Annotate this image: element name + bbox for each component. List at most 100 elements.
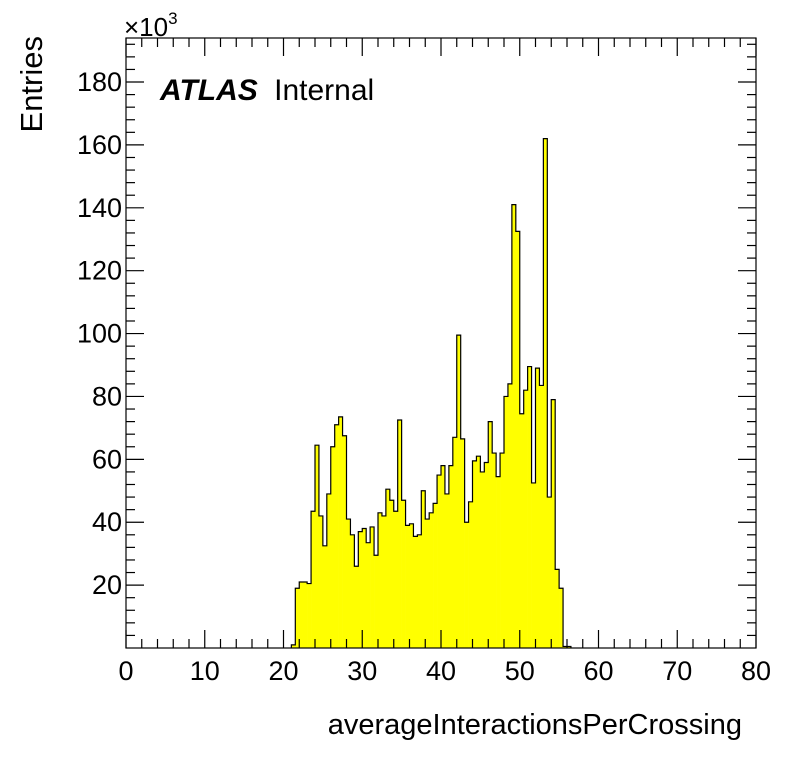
histogram-bar bbox=[531, 482, 536, 648]
histogram-bar bbox=[378, 512, 383, 648]
histogram-bar bbox=[417, 534, 422, 648]
atlas-label: ATLAS Internal bbox=[159, 74, 374, 107]
histogram-bar bbox=[527, 366, 532, 648]
histogram-bar bbox=[519, 413, 524, 648]
histogram-bar bbox=[366, 542, 371, 648]
y-axis-label: Entries bbox=[14, 36, 49, 132]
histogram-bar bbox=[468, 501, 473, 648]
histogram-bar bbox=[460, 438, 465, 648]
y-tick-label: 20 bbox=[92, 570, 122, 600]
x-tick-label: 20 bbox=[268, 656, 298, 686]
y-tick-label: 40 bbox=[92, 507, 122, 537]
atlas-label-bold: ATLAS bbox=[159, 74, 258, 107]
y-tick-label: 100 bbox=[77, 319, 122, 349]
y-tick-label: 180 bbox=[77, 67, 122, 97]
histogram-bar bbox=[315, 445, 320, 648]
histogram-bar bbox=[307, 583, 312, 648]
histogram-bar bbox=[515, 231, 521, 648]
histogram-bar bbox=[507, 383, 513, 648]
histogram-outline bbox=[290, 138, 572, 648]
histogram-bar bbox=[334, 424, 339, 648]
histogram-bar bbox=[358, 531, 363, 648]
histogram-bar bbox=[326, 493, 332, 648]
histogram-bar bbox=[295, 588, 300, 648]
x-tick-label: 10 bbox=[190, 656, 220, 686]
x-tick-label: 30 bbox=[347, 656, 377, 686]
histogram-bar bbox=[539, 385, 544, 648]
histogram-bar bbox=[559, 588, 564, 648]
histogram-bar bbox=[472, 460, 477, 648]
histogram-bar bbox=[409, 523, 414, 648]
axis-ticks bbox=[125, 38, 757, 648]
x-tick-label: 0 bbox=[118, 656, 133, 686]
histogram-bar bbox=[374, 555, 379, 648]
y-tick-label: 140 bbox=[77, 193, 122, 223]
x-tick-labels: 0 10 20 30 40 50 60 70 80 bbox=[118, 656, 771, 686]
x-axis-label: averageInteractionsPerCrossing bbox=[328, 709, 742, 741]
histogram-bar bbox=[551, 399, 556, 648]
histogram-bar bbox=[330, 446, 335, 648]
histogram-bar bbox=[291, 644, 296, 648]
histogram-bar bbox=[405, 525, 410, 648]
histogram-bar bbox=[346, 519, 351, 648]
plot-frame bbox=[125, 37, 757, 649]
histogram-bar bbox=[437, 475, 442, 648]
histogram-bar bbox=[413, 536, 418, 648]
y-multiplier: ×103 bbox=[124, 9, 178, 42]
x-tick-label: 70 bbox=[662, 656, 692, 686]
histogram-bar bbox=[567, 646, 572, 648]
histogram-bar bbox=[299, 581, 304, 648]
histogram-bar bbox=[456, 335, 461, 648]
histogram-bar bbox=[362, 528, 367, 648]
y-tick-label: 60 bbox=[92, 444, 122, 474]
histogram-bar bbox=[523, 390, 528, 648]
histogram-bar bbox=[338, 416, 343, 648]
x-tick-label: 60 bbox=[583, 656, 613, 686]
histogram-bar bbox=[421, 490, 426, 648]
x-tick-label: 50 bbox=[505, 656, 535, 686]
histogram-bar bbox=[452, 437, 458, 648]
histogram-bar bbox=[425, 519, 430, 648]
histogram-bar bbox=[318, 515, 324, 648]
histogram-bar bbox=[303, 581, 308, 648]
histogram-bar bbox=[547, 497, 552, 648]
histogram-bar bbox=[311, 511, 316, 648]
y-tick-labels: 20 40 60 80 100 120 140 160 180 bbox=[77, 67, 122, 600]
histogram-bar bbox=[504, 396, 509, 648]
histogram-bar bbox=[511, 204, 517, 649]
y-tick-label: 80 bbox=[92, 381, 122, 411]
histogram-bar bbox=[563, 646, 568, 648]
x-tick-label: 80 bbox=[741, 656, 771, 686]
histogram-bar bbox=[322, 545, 328, 648]
histogram-bar bbox=[433, 503, 438, 648]
histogram-bar bbox=[370, 526, 375, 648]
histogram-bar bbox=[441, 465, 446, 648]
histogram-bar bbox=[342, 435, 347, 648]
histogram-bar bbox=[444, 493, 450, 648]
histogram-bars bbox=[291, 138, 572, 649]
histogram-bar bbox=[555, 569, 560, 648]
y-multiplier-exponent: 3 bbox=[168, 9, 177, 28]
histogram-bar bbox=[389, 500, 395, 648]
x-tick-label: 40 bbox=[426, 656, 456, 686]
histogram-bar bbox=[381, 515, 387, 648]
y-tick-label: 120 bbox=[77, 256, 122, 286]
histogram-bar bbox=[535, 368, 540, 648]
histogram-bar bbox=[488, 421, 493, 648]
histogram-bar bbox=[496, 476, 501, 648]
histogram-bar bbox=[385, 489, 391, 648]
histogram-bar bbox=[354, 566, 359, 648]
histogram-bar bbox=[393, 511, 398, 648]
atlas-label-internal: Internal bbox=[274, 74, 374, 107]
histogram-bar bbox=[401, 500, 406, 648]
histogram-bar bbox=[350, 534, 355, 648]
histogram-bar bbox=[464, 522, 469, 648]
y-tick-label: 160 bbox=[77, 130, 122, 160]
histogram-bar bbox=[492, 453, 497, 648]
histogram-bar bbox=[448, 465, 454, 648]
y-multiplier-base: ×10 bbox=[124, 12, 168, 42]
histogram-bar bbox=[480, 471, 485, 648]
histogram-bar bbox=[397, 420, 402, 648]
histogram-bar bbox=[500, 453, 505, 648]
